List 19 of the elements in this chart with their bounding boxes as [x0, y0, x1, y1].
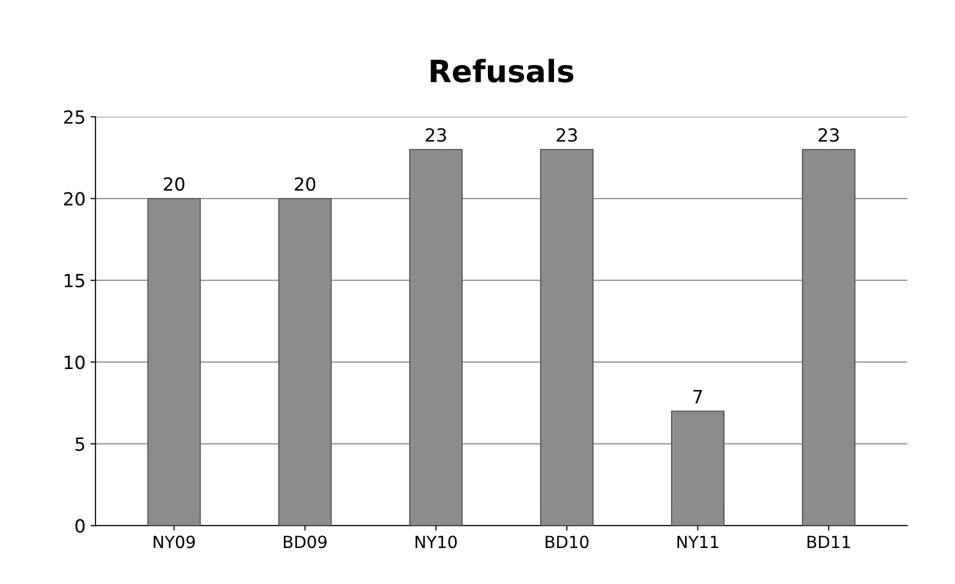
x-tick-label: BD09 [284, 536, 327, 548]
data-label: 7 [694, 390, 702, 404]
data-label: 23 [556, 128, 577, 142]
x-tick-label: BD11 [808, 536, 850, 548]
y-tick-label: 5 [76, 438, 84, 451]
y-tick-label: 10 [64, 356, 85, 370]
x-tick-label: NY11 [677, 536, 718, 548]
x-tick-label: NY10 [416, 536, 457, 548]
y-tick-label: 20 [64, 192, 85, 206]
x-tick-label: BD10 [546, 536, 588, 548]
data-label: 23 [426, 128, 446, 142]
y-tick-label: 0 [75, 519, 85, 533]
data-label: 20 [164, 177, 184, 191]
data-label: 23 [818, 128, 839, 142]
chart-title: Refusals [430, 58, 574, 83]
x-tick-label: NY09 [154, 536, 195, 548]
y-tick-label: 25 [64, 110, 84, 124]
data-label: 20 [294, 177, 316, 191]
y-tick-label: 15 [64, 274, 84, 288]
